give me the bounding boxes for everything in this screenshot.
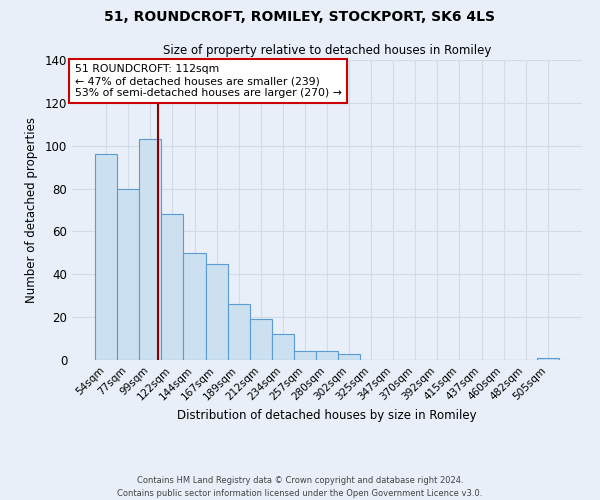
Bar — [184, 253, 206, 360]
Bar — [95, 154, 117, 360]
Text: 51 ROUNDCROFT: 112sqm
← 47% of detached houses are smaller (239)
53% of semi-det: 51 ROUNDCROFT: 112sqm ← 47% of detached … — [74, 64, 341, 98]
Bar — [117, 188, 139, 360]
Bar — [338, 354, 360, 360]
Text: 51, ROUNDCROFT, ROMILEY, STOCKPORT, SK6 4LS: 51, ROUNDCROFT, ROMILEY, STOCKPORT, SK6 … — [104, 10, 496, 24]
Bar — [272, 334, 294, 360]
Bar — [227, 304, 250, 360]
Bar — [206, 264, 227, 360]
Text: Contains HM Land Registry data © Crown copyright and database right 2024.
Contai: Contains HM Land Registry data © Crown c… — [118, 476, 482, 498]
Y-axis label: Number of detached properties: Number of detached properties — [25, 117, 38, 303]
Bar — [294, 352, 316, 360]
Bar — [316, 352, 338, 360]
Bar — [139, 140, 161, 360]
X-axis label: Distribution of detached houses by size in Romiley: Distribution of detached houses by size … — [177, 408, 477, 422]
Bar — [537, 358, 559, 360]
Bar — [250, 320, 272, 360]
Title: Size of property relative to detached houses in Romiley: Size of property relative to detached ho… — [163, 44, 491, 58]
Bar — [161, 214, 184, 360]
